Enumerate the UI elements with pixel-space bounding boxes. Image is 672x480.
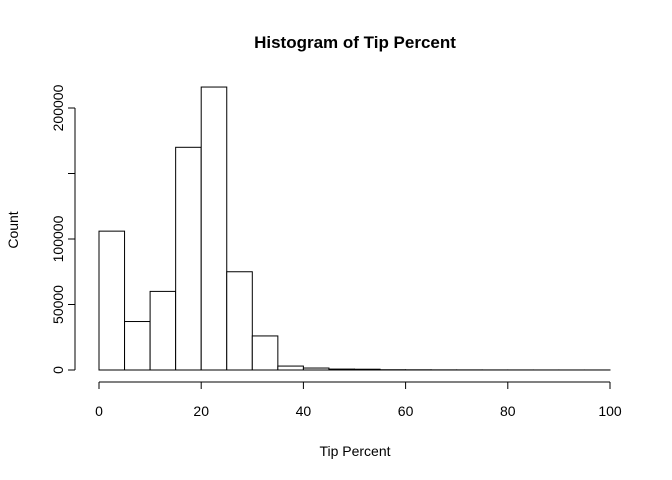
y-tick-label: 200000 (50, 84, 66, 131)
x-tick-label: 60 (398, 403, 414, 419)
y-axis: 0 50000 100000 200000 (50, 84, 76, 374)
histogram-bar-15-20 (175, 146, 202, 371)
histogram-bar-50-55 (354, 368, 381, 371)
x-axis-label: Tip Percent (319, 443, 390, 459)
x-tick-label: 0 (95, 403, 103, 419)
y-axis-label: Count (5, 211, 21, 248)
histogram-bar-10-15 (149, 290, 177, 371)
histogram-bar-45-50 (328, 368, 356, 371)
histogram-bar-5-10 (124, 321, 151, 371)
x-tick-label: 40 (296, 403, 312, 419)
histogram-bar-0-5 (98, 230, 126, 371)
histogram-bar-35-40 (277, 365, 304, 371)
histogram-bars (98, 86, 611, 371)
histogram-bar-40-45 (302, 367, 330, 371)
x-tick-label: 20 (193, 403, 209, 419)
histogram-bar-25-30 (226, 271, 253, 371)
histogram-bar-30-35 (251, 335, 279, 371)
y-tick-label: 0 (50, 366, 66, 374)
x-tick-label: 100 (598, 403, 622, 419)
chart-title: Histogram of Tip Percent (254, 33, 456, 52)
y-tick-label: 100000 (50, 215, 66, 262)
histogram-bar-20-25 (200, 86, 228, 371)
x-axis: 0 20 40 60 80 100 (95, 381, 622, 419)
y-tick-label: 50000 (50, 285, 66, 324)
x-tick-label: 80 (500, 403, 516, 419)
